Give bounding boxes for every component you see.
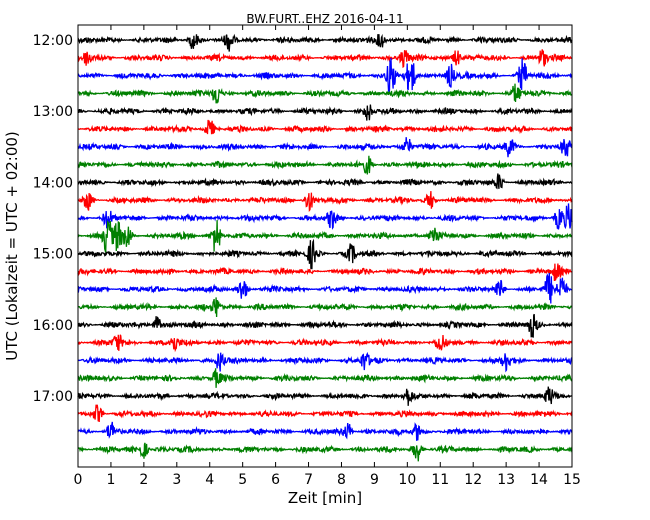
x-tick-label-2: 2 <box>139 472 148 488</box>
y-tick-label-1600: 16:00 <box>33 318 73 334</box>
x-tick-label-0: 0 <box>74 472 83 488</box>
x-tick-label-7: 7 <box>304 472 313 488</box>
trace-1500 <box>78 238 573 270</box>
x-tick-label-1: 1 <box>106 472 115 488</box>
trace-1545 <box>77 297 573 318</box>
x-tick-label-5: 5 <box>238 472 247 488</box>
x-tick-label-13: 13 <box>497 472 515 488</box>
x-tick-label-8: 8 <box>337 472 346 488</box>
x-tick-label-15: 15 <box>563 472 581 488</box>
trace-1715 <box>77 404 573 423</box>
trace-1430 <box>77 203 573 230</box>
trace-1315 <box>77 119 573 135</box>
y-axis-label: UTC (Lokalzeit = UTC + 02:00) <box>3 131 21 361</box>
trace-1515 <box>77 263 573 282</box>
trace-group <box>77 33 573 462</box>
trace-1330 <box>77 137 573 158</box>
trace-1400 <box>77 173 573 190</box>
trace-1200 <box>77 33 573 52</box>
trace-1215 <box>77 49 573 69</box>
x-tick-label-9: 9 <box>370 472 379 488</box>
trace-1700 <box>77 386 573 406</box>
trace-1645 <box>77 368 573 388</box>
x-axis-label: Zeit [min] <box>288 489 362 507</box>
x-tick-label-6: 6 <box>271 472 280 488</box>
y-tick-label-1400: 14:00 <box>33 175 73 191</box>
x-tick-label-11: 11 <box>431 472 449 488</box>
trace-1415 <box>77 191 573 213</box>
trace-1600 <box>77 313 573 338</box>
trace-1230 <box>77 57 573 93</box>
trace-1745 <box>77 442 573 462</box>
axes-frame <box>77 24 573 468</box>
trace-1730 <box>77 421 573 441</box>
y-tick-label-1300: 13:00 <box>33 104 73 120</box>
tick-group: 0 1 2 3 4 5 6 7 8 9 10 11 12 13 14 1512:0013:0014:0015:… <box>33 25 581 488</box>
x-tick-label-14: 14 <box>530 472 548 488</box>
x-tick-label-3: 3 <box>172 472 181 488</box>
trace-1530 <box>77 272 573 304</box>
trace-1345 <box>77 155 573 175</box>
x-tick-label-10: 10 <box>398 472 416 488</box>
y-tick-label-1700: 17:00 <box>33 389 73 405</box>
chart-title: BW.FURT..EHZ 2016-04-11 <box>246 12 403 26</box>
trace-1630 <box>77 351 573 373</box>
trace-1445 <box>77 219 573 253</box>
y-tick-label-1200: 12:00 <box>33 33 73 49</box>
trace-1245 <box>77 83 573 104</box>
trace-1615 <box>77 334 573 353</box>
x-tick-label-12: 12 <box>464 472 482 488</box>
y-tick-label-1500: 15:00 <box>33 247 73 263</box>
x-tick-label-4: 4 <box>205 472 214 488</box>
trace-1300 <box>77 104 573 121</box>
